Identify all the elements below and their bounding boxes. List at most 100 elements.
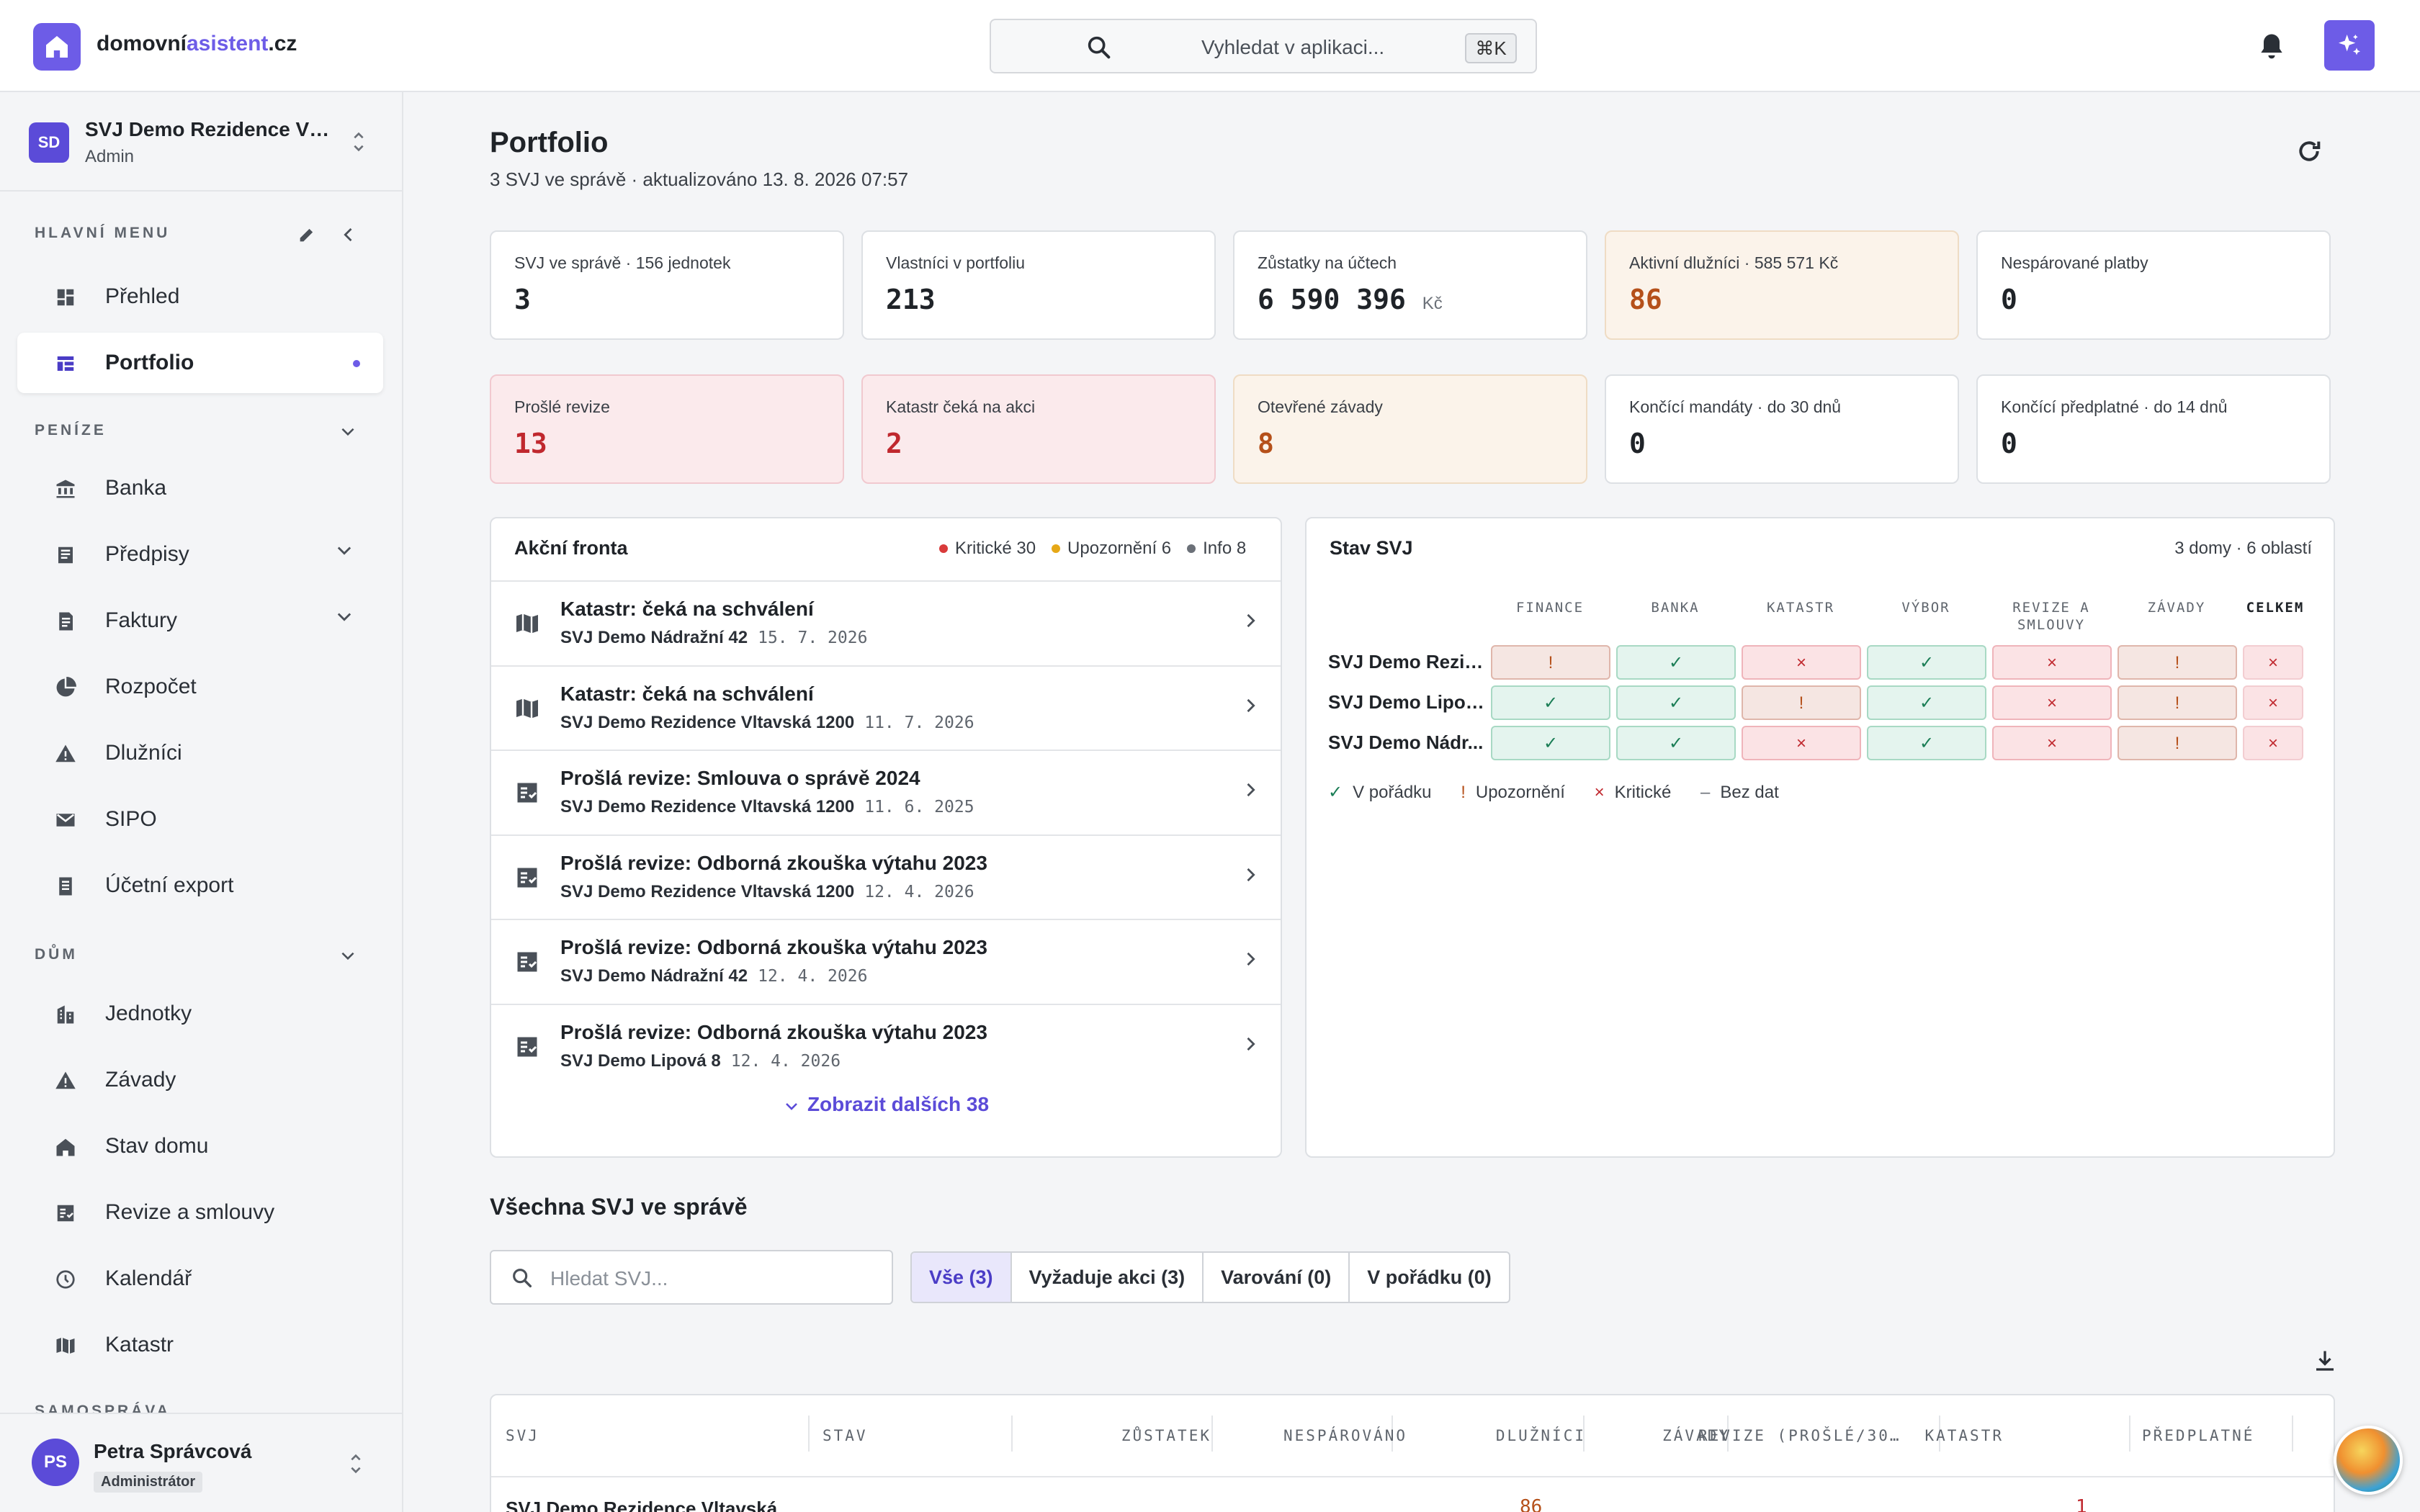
matrix-cell[interactable]: ×: [1742, 645, 1861, 680]
brand-name[interactable]: domovníasistent.cz: [97, 32, 297, 56]
kpi-mandates[interactable]: Končící mandáty · do 30 dnů 0: [1605, 374, 1959, 484]
matrix-total-cell[interactable]: ×: [2243, 726, 2303, 760]
table-row[interactable]: SVJ Demo Rezidence Vltavská 86 1: [491, 1477, 2334, 1512]
download-icon[interactable]: [2312, 1348, 2338, 1374]
edit-icon[interactable]: [297, 225, 317, 245]
sidebar-item-label: Dlužníci: [105, 741, 182, 765]
svj-search-input[interactable]: Hledat SVJ...: [490, 1250, 893, 1305]
section-house[interactable]: DŮM: [35, 946, 78, 963]
sidebar-item-rozpocet[interactable]: Rozpočet: [17, 657, 383, 717]
kpi-label: Nespárované platby: [2001, 253, 2148, 272]
table-column-header[interactable]: ZÁVADY: [1662, 1427, 1730, 1444]
chevron-down-icon[interactable]: [334, 540, 354, 560]
action-queue-item[interactable]: Prošlá revize: Smlouva o správě 2024 SVJ …: [491, 750, 1281, 834]
show-more-button[interactable]: Zobrazit dalších 38: [491, 1093, 1281, 1116]
matrix-row-label[interactable]: SVJ Demo Nádr...: [1328, 732, 1484, 753]
sidebar-item-portfolio[interactable]: Portfolio: [17, 333, 383, 393]
chevron-right-icon: [1247, 613, 1255, 628]
kpi-value: 86: [1629, 284, 1662, 315]
chevron-right-icon: [1247, 783, 1255, 797]
matrix-cell[interactable]: ×: [1742, 726, 1861, 760]
kpi-cadastre[interactable]: Katastr čeká na akci 2: [861, 374, 1216, 484]
action-queue-item[interactable]: Prošlá revize: Odborná zkouška výtahu 20…: [491, 919, 1281, 1003]
filter-button[interactable]: Varování (0): [1204, 1253, 1350, 1302]
matrix-cell[interactable]: ✓: [1491, 726, 1610, 760]
matrix-row-label[interactable]: SVJ Demo Lipov...: [1328, 691, 1485, 713]
action-queue-item[interactable]: Prošlá revize: Odborná zkouška výtahu 20…: [491, 834, 1281, 919]
filter-button[interactable]: Vše (3): [912, 1253, 1012, 1302]
sidebar-item-dluznici[interactable]: Dlužníci: [17, 723, 383, 783]
sidebar-item-predpisy[interactable]: Předpisy: [17, 524, 383, 585]
kpi-owners[interactable]: Vlastníci v portfoliu 213: [861, 230, 1216, 340]
table-column-header[interactable]: REVIZE (PROŠLÉ/30…: [1698, 1427, 1901, 1444]
filter-button[interactable]: V pořádku (0): [1367, 1266, 1492, 1288]
sidebar-item-ucetni-export[interactable]: Účetní export: [17, 855, 383, 916]
table-column-header[interactable]: DLUŽNÍCI: [1495, 1427, 1586, 1444]
home-logo-icon[interactable]: [33, 23, 81, 71]
sidebar-item-jednotky[interactable]: Jednotky: [17, 984, 383, 1044]
matrix-cell[interactable]: ×: [1992, 726, 2112, 760]
organization-switcher[interactable]: SD SVJ Demo Rezidence Vlta... Admin: [0, 92, 402, 192]
table-column-header[interactable]: SVJ: [506, 1427, 539, 1444]
sidebar-item-kalendar[interactable]: Kalendář: [17, 1248, 383, 1309]
chevron-down-icon[interactable]: [334, 606, 354, 626]
matrix-cell[interactable]: ✓: [1616, 726, 1736, 760]
table-column-header[interactable]: ZŮSTATEK: [1121, 1427, 1211, 1444]
column-separator: [1011, 1416, 1013, 1452]
kpi-unmatched[interactable]: Nespárované platby 0: [1976, 230, 2331, 340]
sidebar-item-katastr[interactable]: Katastr: [17, 1315, 383, 1375]
matrix-cell[interactable]: ✓: [1867, 685, 1986, 720]
action-queue-item[interactable]: Prošlá revize: Odborná zkouška výtahu 20…: [491, 1003, 1281, 1088]
sidebar-item-revize[interactable]: Revize a smlouvy: [17, 1182, 383, 1243]
sidebar-item-sipo[interactable]: SIPO: [17, 789, 383, 850]
bell-icon[interactable]: [2256, 29, 2287, 67]
action-queue-item[interactable]: Katastr: čeká na schválení SVJ Demo Rezid…: [491, 665, 1281, 750]
kpi-open-defects[interactable]: Otevřené závady 8: [1233, 374, 1587, 484]
matrix-total-cell[interactable]: ×: [2243, 645, 2303, 680]
legend-critical: Kritické 30: [955, 539, 1036, 558]
matrix-cell[interactable]: !: [1742, 685, 1861, 720]
action-subtitle: SVJ Demo Nádražní 42 12. 4. 2026: [560, 966, 867, 986]
table-column-header[interactable]: STAV: [823, 1427, 868, 1444]
matrix-cell[interactable]: ✓: [1616, 645, 1736, 680]
sidebar-item-prehled[interactable]: Přehled: [17, 266, 383, 327]
sidebar-item-stav-domu[interactable]: Stav domu: [17, 1116, 383, 1176]
matrix-cell[interactable]: ×: [1992, 685, 2112, 720]
kpi-subscriptions[interactable]: Končící předplatné · do 14 dnů 0: [1976, 374, 2331, 484]
matrix-cell[interactable]: ✓: [1867, 645, 1986, 680]
kpi-label: Prošlé revize: [514, 397, 610, 416]
matrix-row-label[interactable]: SVJ Demo Rezid...: [1328, 651, 1485, 672]
kpi-balances[interactable]: Zůstatky na účtech 6 590 396 Kč: [1233, 230, 1587, 340]
sidebar-item-banka[interactable]: Banka: [17, 458, 383, 518]
kpi-expired-revisions[interactable]: Prošlé revize 13: [490, 374, 844, 484]
action-queue-item[interactable]: Katastr: čeká na schválení SVJ Demo Nádra…: [491, 580, 1281, 665]
matrix-total-cell[interactable]: ×: [2243, 685, 2303, 720]
table-column-header[interactable]: NESPÁROVÁNO: [1283, 1427, 1408, 1444]
matrix-cell[interactable]: !: [2118, 685, 2237, 720]
matrix-cell[interactable]: ×: [1992, 645, 2112, 680]
assistant-avatar-button[interactable]: [2334, 1426, 2403, 1495]
section-money[interactable]: PENÍZE: [35, 422, 107, 438]
filter-button[interactable]: Vyžaduje akci (3): [1012, 1253, 1204, 1302]
user-menu[interactable]: PS Petra Správcová Administrátor: [0, 1413, 402, 1512]
matrix-cell[interactable]: ✓: [1491, 685, 1610, 720]
sidebar-item-zavady[interactable]: Závady: [17, 1050, 383, 1110]
matrix-cell[interactable]: !: [1491, 645, 1610, 680]
kpi-svj-count[interactable]: SVJ ve správě · 156 jednotek 3: [490, 230, 844, 340]
kpi-debtors[interactable]: Aktivní dlužníci · 585 571 Kč 86: [1605, 230, 1959, 340]
matrix-cell[interactable]: !: [2118, 645, 2237, 680]
matrix-cell[interactable]: !: [2118, 726, 2237, 760]
table-column-header[interactable]: KATASTR: [1924, 1427, 2004, 1444]
matrix-cell[interactable]: ✓: [1616, 685, 1736, 720]
matrix-cell[interactable]: ✓: [1867, 726, 1986, 760]
sidebar-item-faktury[interactable]: Faktury: [17, 590, 383, 651]
action-title: Katastr: čeká na schválení: [560, 598, 814, 620]
chevron-down-icon[interactable]: [339, 422, 357, 441]
refresh-icon[interactable]: [2295, 137, 2323, 166]
ai-assistant-button[interactable]: [2324, 20, 2375, 71]
chevron-down-icon[interactable]: [339, 946, 357, 965]
collapse-sidebar-icon[interactable]: [339, 225, 359, 245]
app-search-input[interactable]: Vyhledat v aplikaci... ⌘K: [990, 19, 1537, 73]
user-avatar: PS: [32, 1439, 79, 1486]
table-column-header[interactable]: PŘEDPLATNÉ: [2142, 1427, 2255, 1444]
